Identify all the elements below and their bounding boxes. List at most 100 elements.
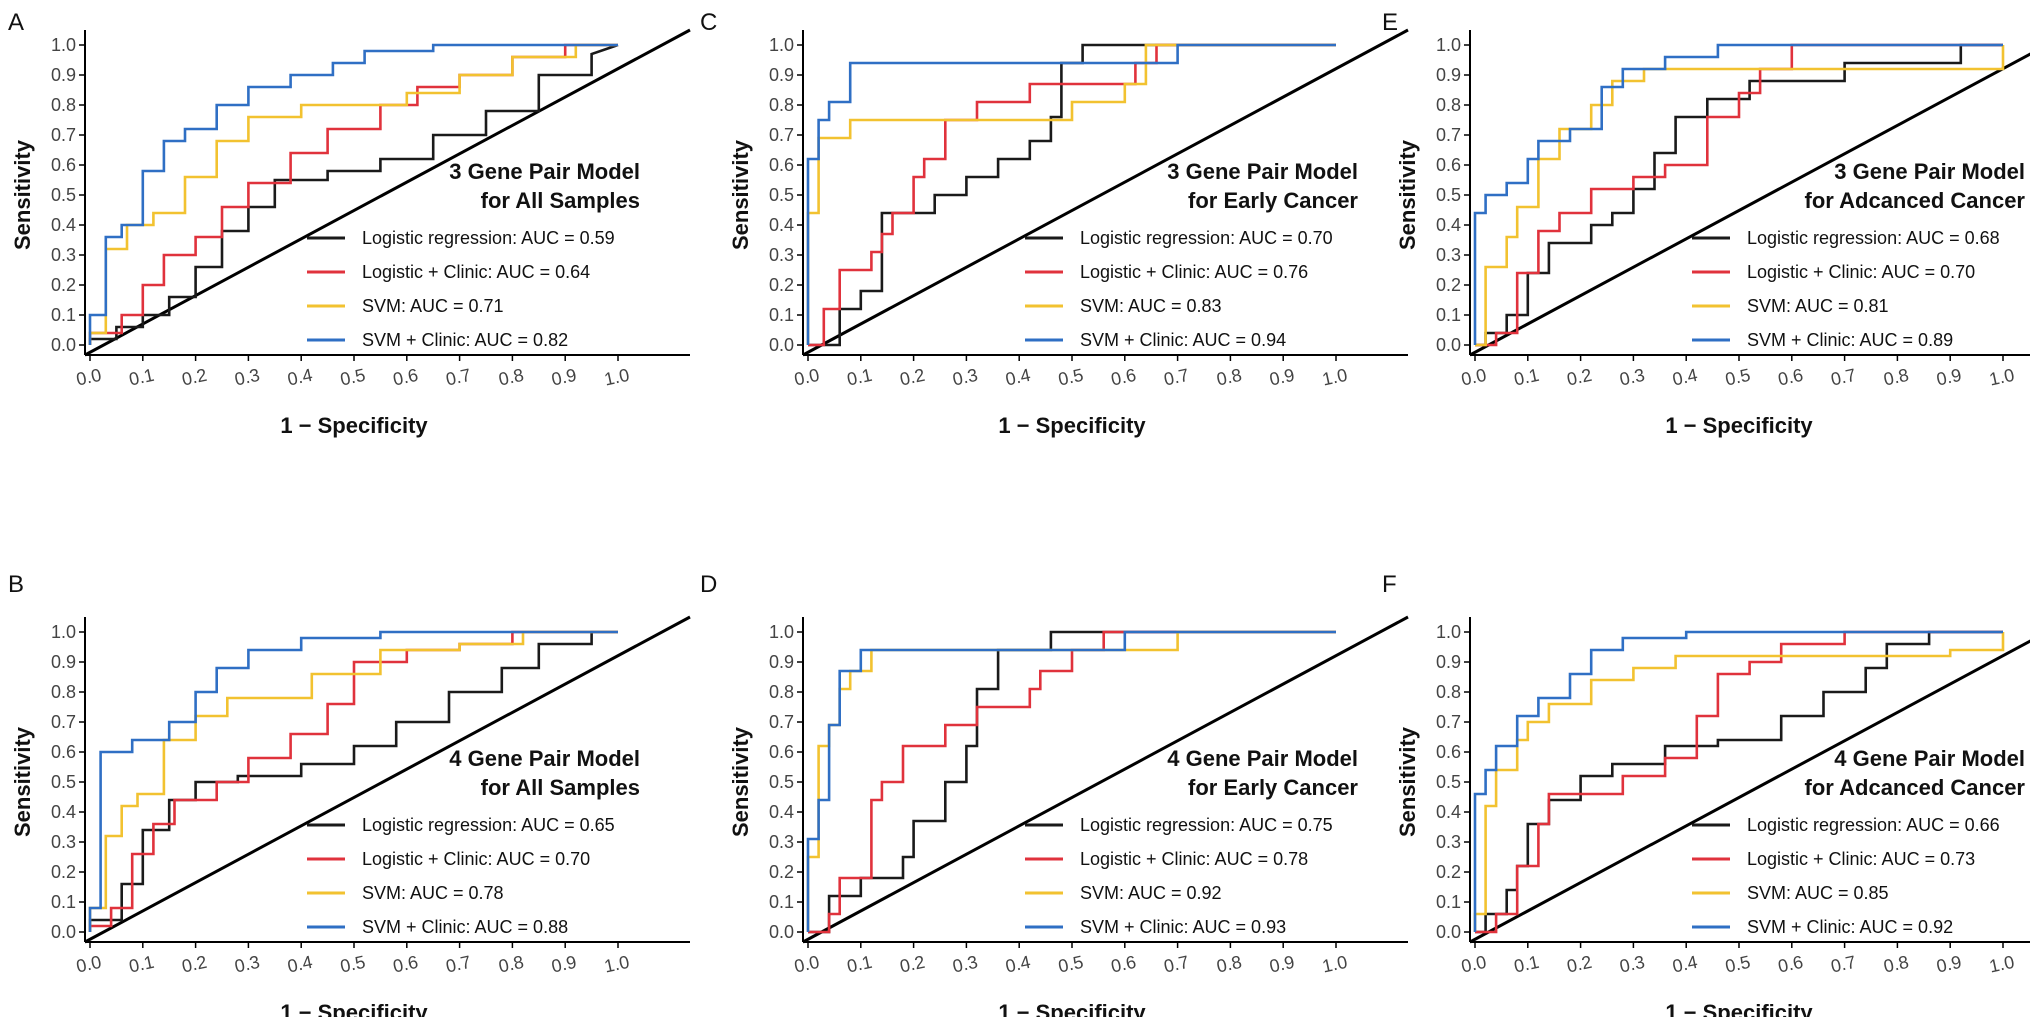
roc-curve-svm: [1473, 632, 2005, 932]
x-axis-title: 1 − Specificity: [280, 413, 428, 438]
x-tick-label: 0.8: [497, 365, 526, 390]
x-tick-label: 1.0: [602, 952, 631, 977]
x-tick-label: 0.3: [1618, 952, 1647, 977]
x-tick-label: 0.7: [1162, 365, 1191, 390]
panel-letter: E: [1382, 9, 1398, 36]
x-tick-label: 0.3: [1618, 365, 1647, 390]
x-tick-label: 0.2: [898, 365, 927, 390]
x-tick-label: 0.0: [792, 952, 821, 977]
x-tick-label: 0.8: [1882, 365, 1911, 390]
x-tick-label: 0.9: [1935, 365, 1964, 390]
x-tick-label: 0.5: [1056, 952, 1085, 977]
legend-label-logistic-regression: Logistic regression: AUC = 0.59: [362, 228, 615, 248]
legend-label-logistic-regression: Logistic regression: AUC = 0.68: [1747, 228, 2000, 248]
y-tick-label: 0.6: [51, 742, 76, 762]
reference-diagonal: [802, 615, 1409, 944]
legend-label-logistic-clinic: Logistic + Clinic: AUC = 0.70: [362, 849, 590, 869]
x-tick-label: 0.6: [391, 952, 420, 977]
x-tick-label: 0.9: [1268, 952, 1297, 977]
x-tick-label: 0.2: [1565, 365, 1594, 390]
x-tick-label: 0.8: [1215, 365, 1244, 390]
legend-label-svm: SVM: AUC = 0.81: [1747, 296, 1889, 316]
roc-panel-e: E 0.0 0.1 0.2 0.3 0.4 0.5 0.6 0.7 0.8 0.9 1.0 0.0 0.1…: [1382, 9, 2030, 438]
y-tick-label: 0.9: [51, 65, 76, 85]
x-tick-label: 0.4: [286, 365, 315, 390]
y-tick-label: 0.3: [1436, 832, 1461, 852]
model-title-line: 4 Gene Pair Model: [1167, 746, 1358, 771]
x-tick-label: 0.1: [1512, 952, 1541, 977]
x-tick-label: 0.3: [951, 952, 980, 977]
roc-curve-svm-clinic: [806, 43, 1336, 345]
roc-curve-svm-clinic: [88, 43, 618, 345]
y-axis-title: Sensitivity: [1395, 726, 1420, 837]
x-tick-label: 0.1: [1512, 365, 1541, 390]
x-tick-label: 0.4: [1671, 365, 1700, 390]
x-tick-label: 0.6: [1776, 365, 1805, 390]
y-tick-label: 0.0: [51, 922, 76, 942]
y-tick-label: 0.3: [51, 832, 76, 852]
x-tick-label: 0.2: [180, 952, 209, 977]
x-tick-label: 0.1: [845, 952, 874, 977]
y-axis-title: Sensitivity: [10, 726, 35, 837]
legend-label-logistic-clinic: Logistic + Clinic: AUC = 0.78: [1080, 849, 1308, 869]
y-tick-label: 0.8: [1436, 682, 1461, 702]
model-title-line: for Early Cancer: [1188, 188, 1358, 213]
y-tick-label: 0.9: [769, 65, 794, 85]
roc-curve-svm-clinic: [1473, 43, 2003, 345]
panel-letter: C: [700, 9, 717, 36]
reference-diagonal: [1469, 639, 2030, 944]
x-axis-title: 1 − Specificity: [998, 413, 1146, 438]
y-tick-label: 0.0: [769, 335, 794, 355]
x-tick-label: 0.2: [898, 952, 927, 977]
roc-curve-logistic-clinic: [1475, 630, 2003, 934]
y-tick-label: 0.2: [769, 275, 794, 295]
y-tick-label: 1.0: [1436, 622, 1461, 642]
x-tick-label: 0.0: [1459, 952, 1488, 977]
legend-label-svm: SVM: AUC = 0.78: [362, 883, 504, 903]
legend-label-logistic-clinic: Logistic + Clinic: AUC = 0.70: [1747, 262, 1975, 282]
y-tick-label: 0.8: [769, 95, 794, 115]
y-tick-label: 0.3: [769, 832, 794, 852]
legend-label-svm-clinic: SVM + Clinic: AUC = 0.88: [362, 917, 568, 937]
y-tick-label: 0.6: [1436, 155, 1461, 175]
y-tick-label: 0.6: [51, 155, 76, 175]
reference-diagonal: [84, 28, 691, 357]
x-tick-label: 0.1: [127, 365, 156, 390]
roc-panel-a: A 0.0 0.1 0.2 0.3 0.4 0.5 0.6 0.7 0.8 0.9 1.0 0.0 0.1…: [8, 9, 691, 438]
panel-letter: F: [1382, 571, 1397, 598]
y-tick-label: 0.8: [1436, 95, 1461, 115]
roc-curve-svm-clinic: [88, 630, 618, 932]
legend-label-logistic-regression: Logistic regression: AUC = 0.75: [1080, 815, 1333, 835]
y-tick-label: 1.0: [769, 35, 794, 55]
reference-diagonal: [802, 28, 1409, 357]
y-tick-label: 0.2: [1436, 862, 1461, 882]
x-tick-label: 0.7: [444, 365, 473, 390]
x-tick-label: 0.3: [233, 952, 262, 977]
x-tick-label: 0.4: [1671, 952, 1700, 977]
x-tick-label: 1.0: [1987, 365, 2016, 390]
legend-label-svm: SVM: AUC = 0.83: [1080, 296, 1222, 316]
y-tick-label: 0.1: [1436, 305, 1461, 325]
x-tick-label: 0.8: [1215, 952, 1244, 977]
x-tick-label: 0.6: [1109, 952, 1138, 977]
y-tick-label: 0.2: [51, 862, 76, 882]
y-tick-label: 0.4: [769, 215, 794, 235]
y-tick-label: 0.4: [1436, 215, 1461, 235]
y-tick-label: 0.2: [1436, 275, 1461, 295]
x-tick-label: 0.0: [74, 952, 103, 977]
y-tick-label: 0.9: [51, 652, 76, 672]
roc-curve-svm-clinic: [1473, 630, 2003, 932]
model-title-line: for Adcanced Cancer: [1805, 188, 2026, 213]
x-tick-label: 0.4: [1004, 952, 1033, 977]
y-tick-label: 0.7: [51, 125, 76, 145]
x-tick-label: 0.0: [74, 365, 103, 390]
model-title-line: 4 Gene Pair Model: [449, 746, 640, 771]
y-tick-label: 1.0: [769, 622, 794, 642]
x-tick-label: 0.9: [550, 952, 579, 977]
model-title-line: for All Samples: [481, 775, 640, 800]
y-tick-label: 0.0: [1436, 922, 1461, 942]
y-tick-label: 0.0: [1436, 335, 1461, 355]
x-tick-label: 0.7: [1829, 365, 1858, 390]
x-tick-label: 0.9: [1268, 365, 1297, 390]
y-tick-label: 0.7: [1436, 125, 1461, 145]
